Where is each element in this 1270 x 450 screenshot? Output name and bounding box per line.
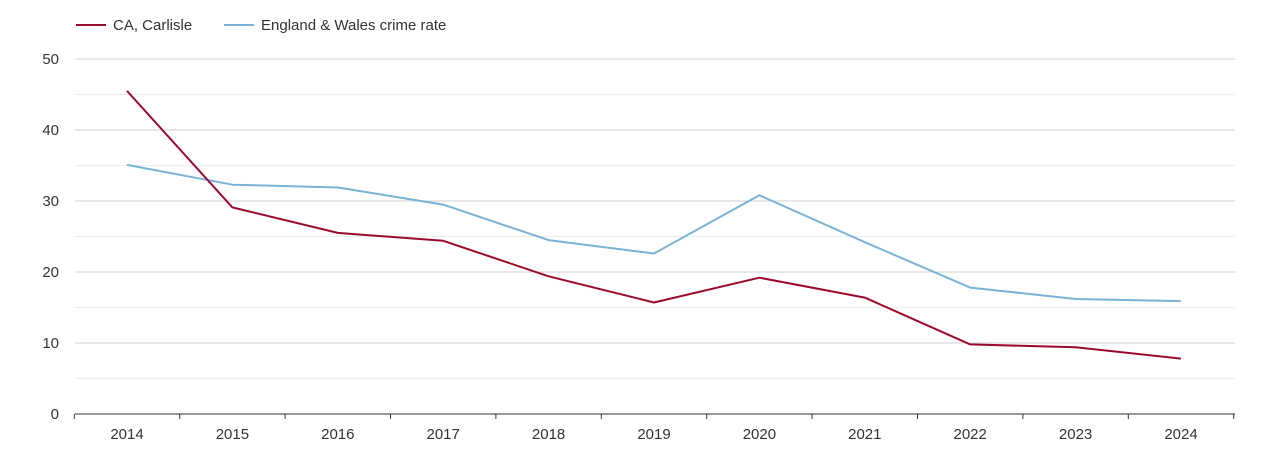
y-tick-label: 50	[42, 51, 59, 68]
x-tick-label: 2019	[637, 426, 670, 443]
series-line-england-wales	[126, 163, 1182, 303]
x-tick-label: 2017	[427, 426, 460, 443]
data-point-england-wales	[756, 192, 762, 198]
x-axis	[73, 413, 1235, 419]
data-point-carlisle	[124, 88, 130, 94]
legend-label-england-wales: England & Wales crime rate	[261, 17, 446, 34]
data-point-england-wales	[546, 237, 552, 243]
y-tick-label: 20	[42, 264, 59, 281]
y-tick-label: 10	[42, 335, 59, 352]
data-point-england-wales	[1178, 298, 1184, 304]
x-tick-label: 2014	[110, 426, 143, 443]
data-point-carlisle	[229, 204, 235, 210]
data-point-carlisle	[1178, 356, 1184, 362]
series-group	[126, 90, 1182, 360]
data-point-carlisle	[1073, 344, 1079, 350]
legend: CA, Carlisle England & Wales crime rate	[76, 17, 446, 34]
series-line-carlisle	[126, 90, 1182, 360]
x-tick-label: 2015	[216, 426, 249, 443]
data-point-england-wales	[651, 251, 657, 257]
data-point-england-wales	[967, 285, 973, 291]
x-tick-label: 2018	[532, 426, 565, 443]
data-point-england-wales	[124, 162, 130, 168]
data-point-carlisle	[967, 341, 973, 347]
x-tick-label: 2022	[954, 426, 987, 443]
data-point-carlisle	[440, 238, 446, 244]
y-tick-label: 0	[51, 406, 59, 423]
x-tick-label: 2021	[848, 426, 881, 443]
gridlines	[75, 58, 1235, 379]
data-point-carlisle	[335, 230, 341, 236]
data-point-carlisle	[756, 275, 762, 281]
data-point-england-wales	[440, 202, 446, 208]
x-tick-label: 2024	[1164, 426, 1197, 443]
y-axis-labels: 0 10 20 30 40 50	[42, 51, 59, 423]
y-tick-label: 30	[42, 193, 59, 210]
data-points	[124, 88, 1184, 362]
x-tick-label: 2020	[743, 426, 776, 443]
x-tick-label: 2023	[1059, 426, 1092, 443]
data-point-england-wales	[229, 182, 235, 188]
y-tick-label: 40	[42, 122, 59, 139]
data-point-england-wales	[335, 185, 341, 191]
legend-label-carlisle: CA, Carlisle	[113, 17, 192, 34]
data-point-carlisle	[651, 300, 657, 306]
data-point-england-wales	[1073, 296, 1079, 302]
x-axis-labels: 2014 2015 2016 2017 2018 2019 2020 2021 …	[110, 426, 1197, 443]
x-tick-label: 2016	[321, 426, 354, 443]
data-point-england-wales	[862, 239, 868, 245]
data-point-carlisle	[862, 295, 868, 301]
data-point-carlisle	[546, 273, 552, 279]
